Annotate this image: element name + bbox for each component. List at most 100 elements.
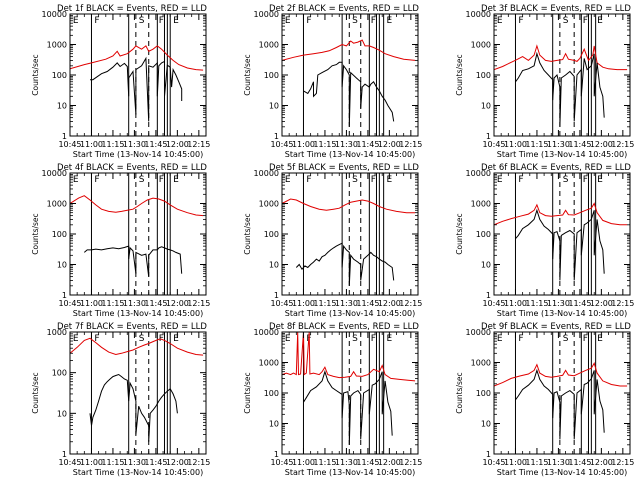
y-tick-label: 10: [269, 102, 279, 111]
x-tick-label: 12:00: [590, 140, 613, 149]
events-series-line: [515, 368, 605, 440]
y-tick-label: 1: [486, 132, 491, 141]
x-tick-label: 10:45: [482, 140, 505, 149]
x-tick-label: 11:45: [356, 140, 379, 149]
x-tick-label: 11:15: [525, 140, 548, 149]
x-tick-label: 11:00: [504, 140, 527, 149]
y-tick-label: 1000: [47, 200, 67, 209]
marker-label: F: [94, 334, 99, 344]
y-axis-label: Counts/sec: [31, 213, 40, 254]
lld-series-line: [70, 337, 204, 356]
x-tick-label: 11:30: [123, 458, 146, 467]
marker-label: E: [597, 175, 603, 185]
y-axis-label: Counts/sec: [455, 213, 464, 254]
x-tick-label: 11:45: [568, 458, 591, 467]
marker-label: E: [497, 334, 503, 344]
x-axis-label: Start Time (13-Nov-14 10:45:00): [285, 150, 415, 159]
marker-label: E: [173, 334, 179, 344]
y-axis-label: Counts/sec: [31, 372, 40, 413]
marker-label: E: [387, 334, 393, 344]
marker-label: E: [73, 175, 79, 185]
events-series-line: [89, 373, 178, 442]
x-tick-label: 11:45: [144, 458, 167, 467]
lld-series-line: [70, 45, 204, 71]
marker-label: E: [387, 175, 393, 185]
marker-label: F: [583, 175, 588, 185]
events-series-line: [83, 245, 183, 277]
marker-label: S: [563, 16, 569, 26]
panel-title: Det 1f BLACK = Events, RED = LLD: [57, 4, 207, 14]
panel-title: Det 6f BLACK = Events, RED = LLD: [481, 163, 631, 173]
y-axis-label: Counts/sec: [243, 54, 252, 95]
x-tick-label: 12:15: [399, 140, 422, 149]
x-tick-label: 12:15: [187, 299, 210, 308]
y-tick-label: 100: [476, 71, 491, 80]
y-tick-label: 100: [52, 71, 67, 80]
x-tick-label: 11:15: [313, 458, 336, 467]
y-tick-label: 100: [52, 369, 67, 378]
x-tick-label: 12:00: [166, 458, 189, 467]
panel-title: Det 9f BLACK = Events, RED = LLD: [481, 322, 631, 332]
events-series-line: [303, 61, 395, 127]
y-tick-label: 10000: [254, 10, 279, 19]
y-tick-label: 10000: [42, 169, 67, 178]
y-tick-label: 1: [274, 450, 279, 459]
x-tick-label: 10:45: [270, 140, 293, 149]
events-series-line: [515, 51, 605, 127]
y-tick-label: 1: [62, 291, 67, 300]
y-tick-label: 10: [57, 102, 67, 111]
marker-label: E: [285, 175, 291, 185]
y-tick-label: 1000: [47, 328, 67, 337]
marker-label: S: [352, 16, 358, 26]
panel-title: Det 7f BLACK = Events, RED = LLD: [57, 322, 207, 332]
plot-frame: [493, 331, 631, 455]
x-tick-label: 11:30: [123, 140, 146, 149]
events-series-line: [303, 370, 393, 445]
x-tick-label: 10:45: [58, 458, 81, 467]
y-tick-label: 100: [264, 71, 279, 80]
x-tick-label: 11:15: [101, 458, 124, 467]
marker-label: E: [173, 175, 179, 185]
y-tick-label: 1000: [471, 200, 491, 209]
y-tick-label: 1: [62, 450, 67, 459]
y-tick-label: 10: [57, 409, 67, 418]
y-tick-label: 1000: [471, 359, 491, 368]
marker-label: E: [597, 334, 603, 344]
x-tick-label: 11:30: [547, 458, 570, 467]
x-axis-label: Start Time (13-Nov-14 10:45:00): [497, 150, 627, 159]
y-tick-label: 10000: [42, 10, 67, 19]
panel-title: Det 4f BLACK = Events, RED = LLD: [57, 163, 207, 173]
events-series-line: [295, 242, 395, 286]
panel-title: Det 2f BLACK = Events, RED = LLD: [269, 4, 419, 14]
x-tick-label: 11:45: [356, 299, 379, 308]
x-tick-label: 12:00: [378, 140, 401, 149]
marker-label: F: [518, 16, 523, 26]
marker-label: E: [285, 16, 291, 26]
marker-label: F: [159, 175, 164, 185]
y-tick-label: 10: [269, 420, 279, 429]
y-axis-label: Counts/sec: [455, 372, 464, 413]
x-tick-label: 12:00: [378, 299, 401, 308]
x-tick-label: 12:15: [611, 458, 634, 467]
y-tick-label: 1: [486, 450, 491, 459]
x-tick-label: 11:15: [101, 299, 124, 308]
marker-label: E: [73, 16, 79, 26]
x-tick-label: 11:00: [292, 140, 315, 149]
marker-label: F: [583, 16, 588, 26]
x-tick-label: 11:30: [335, 458, 358, 467]
marker-label: E: [497, 16, 503, 26]
x-tick-label: 11:45: [568, 299, 591, 308]
lld-series-line: [282, 39, 416, 61]
y-axis-label: Counts/sec: [31, 54, 40, 95]
panel-title: Det 3f BLACK = Events, RED = LLD: [481, 4, 631, 14]
marker-label: S: [139, 16, 145, 26]
x-tick-label: 11:15: [101, 140, 124, 149]
x-tick-label: 11:00: [504, 458, 527, 467]
lld-series-line: [282, 198, 416, 214]
y-tick-label: 10: [269, 261, 279, 270]
x-tick-label: 12:15: [399, 299, 422, 308]
